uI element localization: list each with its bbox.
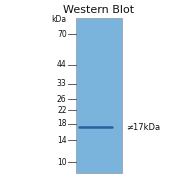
- Text: ≠17kDa: ≠17kDa: [126, 123, 160, 132]
- Text: kDa: kDa: [51, 15, 67, 24]
- Text: 26: 26: [57, 95, 67, 104]
- FancyBboxPatch shape: [76, 18, 122, 173]
- Text: 14: 14: [57, 136, 67, 145]
- Text: Western Blot: Western Blot: [63, 5, 135, 15]
- Text: 70: 70: [57, 30, 67, 39]
- Text: 22: 22: [57, 106, 67, 115]
- Text: 33: 33: [57, 79, 67, 88]
- Text: 44: 44: [57, 60, 67, 69]
- Text: 10: 10: [57, 158, 67, 167]
- Text: 18: 18: [57, 119, 67, 128]
